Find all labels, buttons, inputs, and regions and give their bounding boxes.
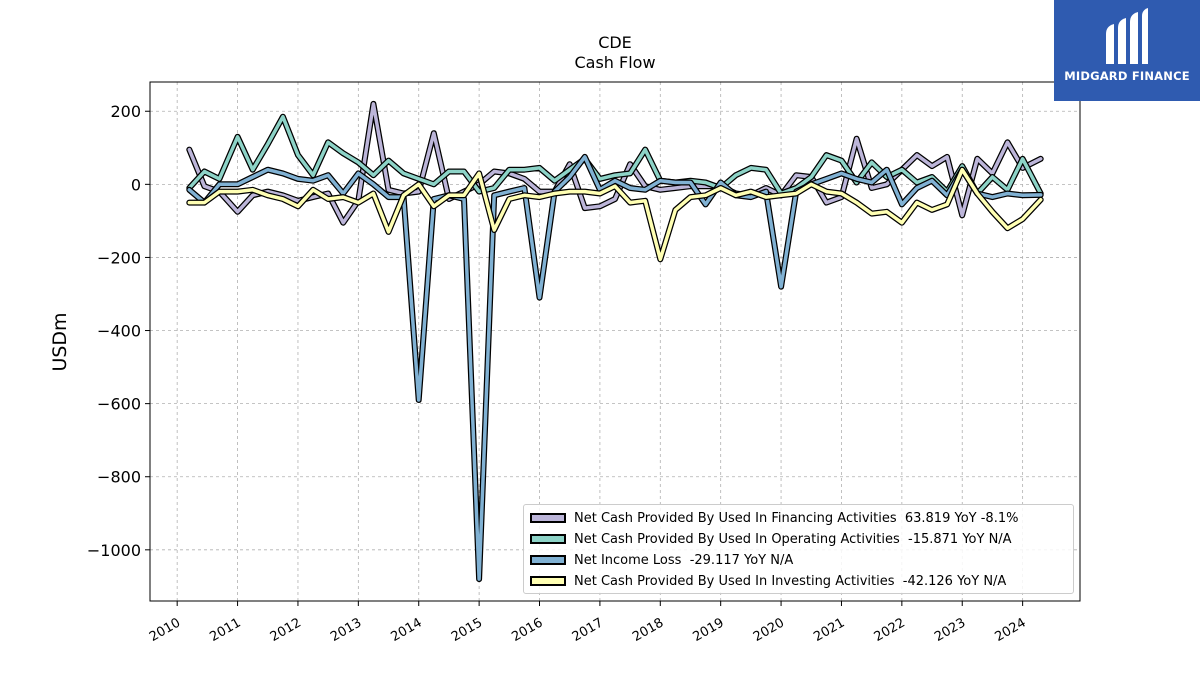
legend-label-net-income: Net Income Loss -29.117 YoY N/A [574,552,794,568]
y-axis-label: USDm [49,312,71,371]
series-1-line [187,114,1043,196]
legend-label-investing: Net Cash Provided By Used In Investing A… [574,573,1007,589]
y-tick-label: 0 [131,175,141,194]
legend-swatch-operating [530,534,566,544]
legend-label-financing: Net Cash Provided By Used In Financing A… [574,510,1019,526]
series-lines [186,100,1044,583]
y-tick-label: −800 [97,468,141,487]
series-2-line [187,155,1043,581]
legend-item-operating: Net Cash Provided By Used In Operating A… [530,531,1012,547]
midgard-finance-logo: MIDGARD FINANCE [1054,0,1200,101]
legend-swatch-net-income [530,555,566,565]
y-tick-label: −400 [97,322,141,341]
legend-swatch-financing [530,513,566,523]
legend-item-financing: Net Cash Provided By Used In Financing A… [530,510,1018,526]
legend-swatch-investing [530,576,566,586]
y-tick-label: 200 [110,102,141,121]
legend-item-net-income: Net Income Loss -29.117 YoY N/A [530,552,793,568]
series-3-line [187,167,1043,262]
plot-frame [149,81,1081,602]
logo-text: MIDGARD FINANCE [1064,69,1190,83]
chart-subtitle: Cash Flow [574,53,655,72]
y-tick-label: −600 [97,395,141,414]
y-axis-ticks: 200 0 −200 −400 −600 −800 −1000 [87,102,150,560]
logo-mark-icon [1106,8,1148,64]
chart-title: CDE [598,33,632,52]
y-tick-label: −1000 [87,541,141,560]
legend-item-investing: Net Cash Provided By Used In Investing A… [530,573,1006,589]
legend-label-operating: Net Cash Provided By Used In Operating A… [574,531,1012,547]
chart-legend: Net Cash Provided By Used In Financing A… [523,504,1074,594]
y-tick-label: −200 [97,248,141,267]
